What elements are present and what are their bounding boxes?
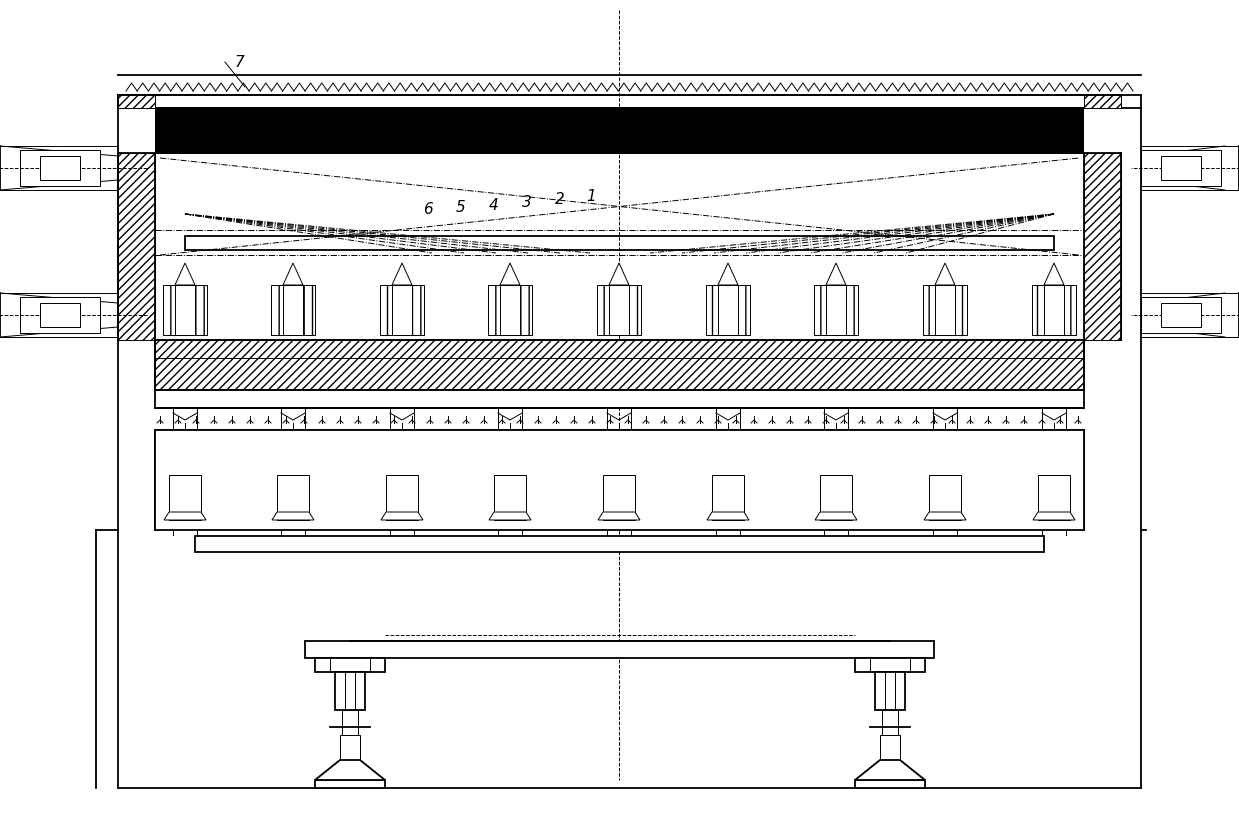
Bar (935, 285, 955, 335)
Bar (335, 672, 366, 710)
Bar (20, 297, 100, 333)
Bar (339, 735, 361, 760)
Bar (40, 156, 81, 180)
Bar (40, 303, 81, 327)
Polygon shape (392, 263, 413, 285)
Bar (1161, 303, 1201, 327)
Bar (882, 710, 898, 735)
Bar (118, 95, 155, 108)
Bar (610, 285, 629, 335)
Bar (603, 475, 636, 520)
Polygon shape (610, 263, 629, 285)
Polygon shape (501, 263, 520, 285)
Bar (597, 285, 641, 335)
Bar (1038, 475, 1070, 520)
Bar (118, 95, 1121, 108)
Polygon shape (707, 512, 750, 520)
Text: 5: 5 (456, 199, 466, 214)
Bar (305, 641, 934, 658)
Polygon shape (598, 512, 641, 520)
Polygon shape (273, 512, 313, 520)
Polygon shape (1033, 512, 1075, 520)
Bar (278, 475, 309, 520)
Polygon shape (175, 263, 195, 285)
Text: 6: 6 (424, 202, 432, 217)
Bar (315, 658, 385, 672)
Text: 2: 2 (555, 191, 565, 207)
Bar (155, 340, 1084, 390)
Polygon shape (935, 263, 955, 285)
Bar (118, 153, 155, 340)
Polygon shape (164, 512, 206, 520)
Polygon shape (855, 760, 926, 780)
Bar (1044, 285, 1064, 335)
Bar (929, 475, 961, 520)
Bar (342, 710, 358, 735)
Polygon shape (489, 512, 532, 520)
Polygon shape (1044, 263, 1064, 285)
Polygon shape (282, 263, 304, 285)
Text: 4: 4 (489, 198, 499, 213)
Bar (923, 285, 966, 335)
Bar (1084, 95, 1121, 108)
Bar (195, 536, 1044, 552)
Bar (880, 735, 900, 760)
Bar (380, 285, 424, 335)
Bar (488, 285, 532, 335)
Bar (387, 475, 418, 520)
Bar (826, 285, 846, 335)
Bar (1141, 150, 1220, 186)
Bar (392, 285, 413, 335)
Bar (155, 340, 1084, 390)
Polygon shape (315, 760, 385, 780)
Bar (175, 285, 195, 335)
Bar (20, 150, 100, 186)
Bar (1032, 285, 1075, 335)
Bar (501, 285, 520, 335)
Bar (875, 672, 904, 710)
Bar (169, 475, 201, 520)
Polygon shape (382, 512, 422, 520)
Bar (282, 285, 304, 335)
Text: 3: 3 (522, 194, 532, 209)
Bar (1084, 153, 1121, 340)
Bar (155, 390, 1084, 408)
Bar (717, 285, 738, 335)
Bar (1141, 297, 1220, 333)
Bar (706, 285, 750, 335)
Polygon shape (815, 512, 857, 520)
Bar (155, 108, 1084, 153)
Polygon shape (826, 263, 846, 285)
Bar (315, 780, 385, 788)
Bar (855, 780, 926, 788)
Bar (814, 285, 857, 335)
Bar (185, 236, 1054, 250)
Bar (712, 475, 743, 520)
Polygon shape (924, 512, 966, 520)
Bar (820, 475, 852, 520)
Text: 1: 1 (586, 189, 596, 204)
Bar (1161, 156, 1201, 180)
Bar (271, 285, 315, 335)
Bar (155, 430, 1084, 530)
Text: 7: 7 (235, 54, 245, 69)
Bar (494, 475, 527, 520)
Bar (164, 285, 207, 335)
Bar (855, 658, 926, 672)
Polygon shape (717, 263, 738, 285)
